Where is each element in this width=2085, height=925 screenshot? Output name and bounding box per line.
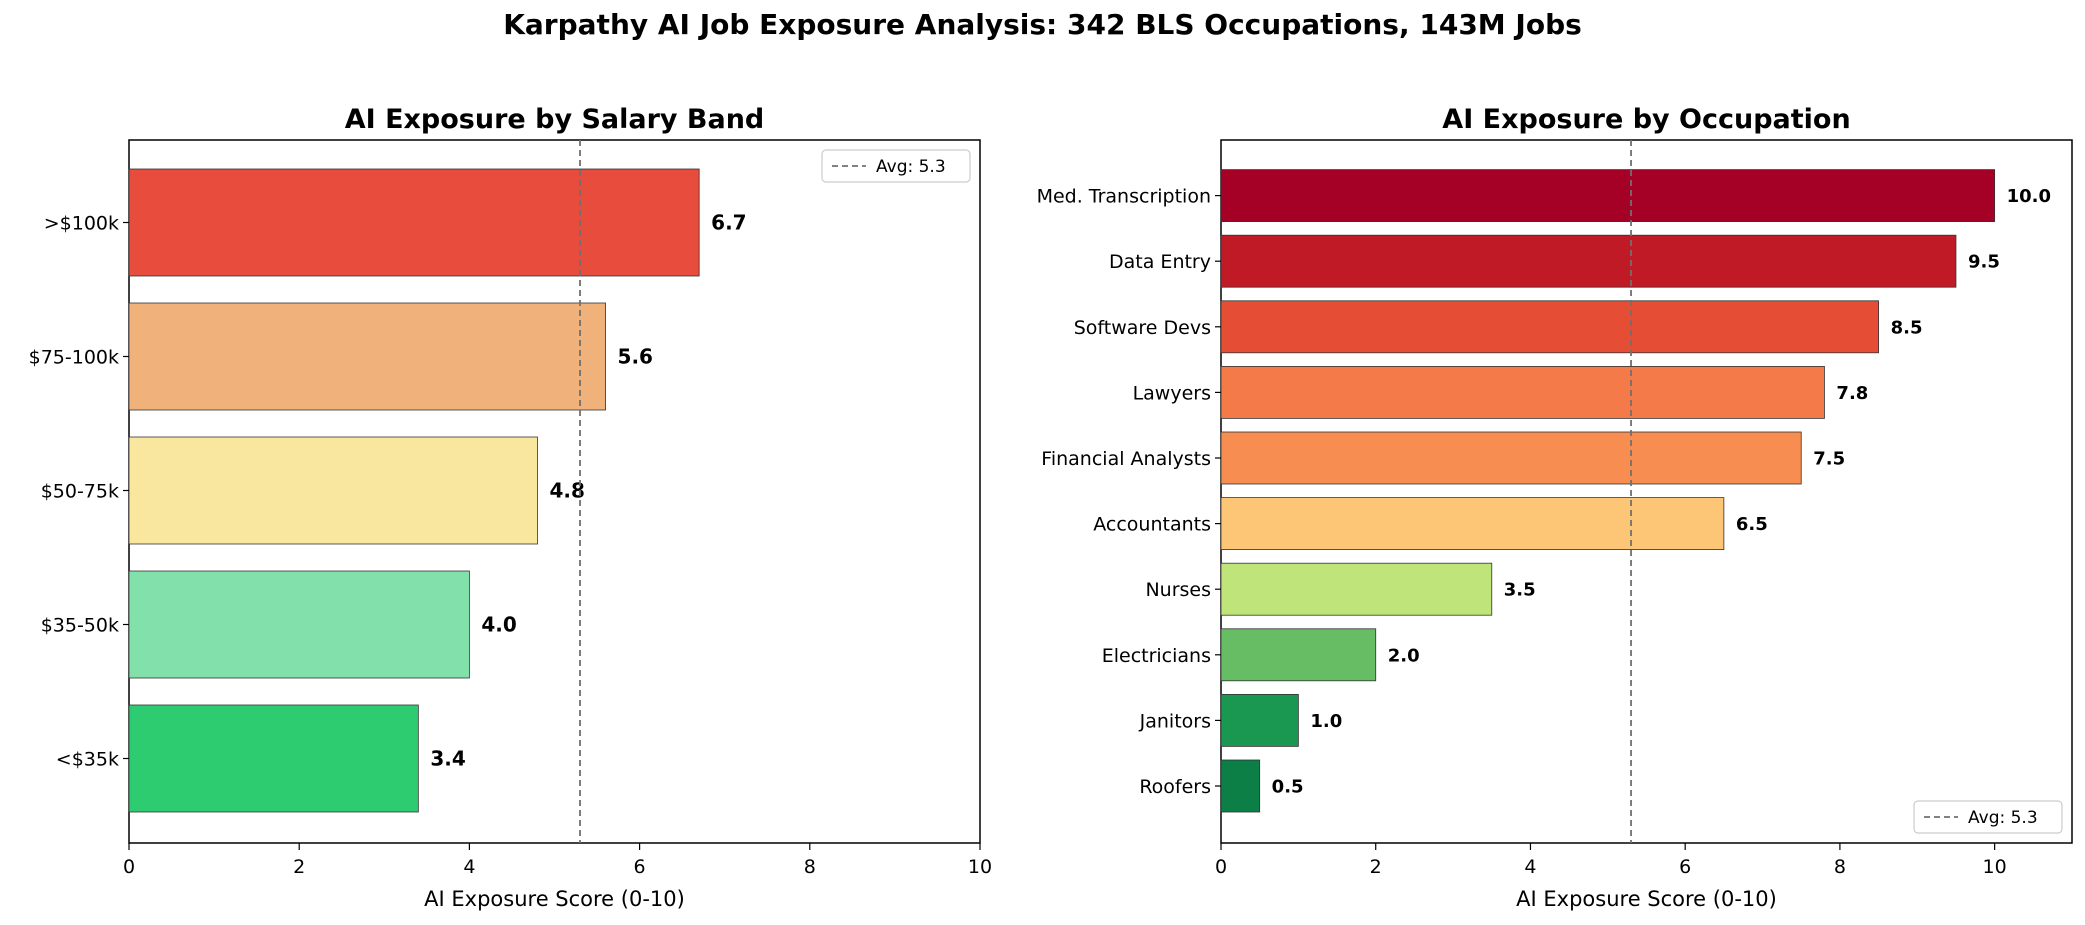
y-tick-label: Accountants	[1093, 514, 1211, 536]
bar-value-label: 9.5	[1968, 252, 2000, 273]
bar-value-label: 6.5	[1736, 514, 1768, 535]
legend-label: Avg: 5.3	[876, 157, 946, 177]
bar-value-label: 3.4	[430, 747, 465, 771]
bar-value-label: 6.7	[711, 211, 746, 235]
legend: Avg: 5.3	[821, 149, 971, 183]
y-tick-label: Electricians	[1102, 645, 1211, 667]
x-axis-label: AI Exposure Score (0-10)	[1516, 887, 1777, 911]
x-axis-label: AI Exposure Score (0-10)	[424, 887, 685, 911]
bar	[1220, 365, 1825, 419]
bar	[1220, 562, 1493, 616]
legend: Avg: 5.3	[1913, 800, 2063, 834]
bar-value-label: 10.0	[2007, 186, 2051, 207]
x-tick-label: 8	[804, 856, 816, 878]
bar-value-label: 1.0	[1310, 711, 1342, 732]
chart-salary: AI Exposure by Salary Band 3.4 <$35k 4.0 $35…	[29, 104, 992, 911]
y-tick-label: Janitors	[1139, 710, 1211, 732]
y-tick-label: <$35k	[56, 749, 119, 771]
bar	[1220, 694, 1299, 747]
y-tick-label: Roofers	[1139, 776, 1211, 798]
x-tick-label: 6	[634, 856, 646, 878]
y-tick-label: >$100k	[44, 213, 119, 235]
y-tick-label: $35-50k	[41, 615, 119, 637]
x-tick-label: 2	[1370, 856, 1382, 878]
bar	[1220, 169, 1996, 223]
legend-label: Avg: 5.3	[1968, 808, 2038, 828]
bar	[1220, 497, 1725, 551]
bar-value-label: 0.5	[1272, 776, 1304, 797]
x-tick-label: 8	[1834, 856, 1846, 878]
y-tick-label: Data Entry	[1109, 251, 1211, 273]
bar-value-label: 4.0	[481, 613, 516, 637]
bar	[128, 302, 606, 411]
bar-value-label: 3.5	[1504, 580, 1536, 601]
legend-box	[1913, 800, 2063, 834]
legend-box	[821, 149, 971, 183]
bar	[1220, 759, 1261, 813]
y-tick-label: Financial Analysts	[1041, 448, 1211, 470]
bar	[1220, 234, 1957, 288]
x-tick-label: 0	[1215, 856, 1227, 878]
bar	[128, 436, 538, 545]
x-tick-label: 2	[293, 856, 305, 878]
chart-title: AI Exposure by Salary Band	[345, 104, 765, 135]
x-tick-label: 4	[463, 856, 475, 878]
x-tick-label: 0	[123, 856, 135, 878]
bar	[1220, 300, 1879, 354]
bar	[1220, 431, 1802, 485]
y-tick-label: $50-75k	[41, 481, 119, 503]
chart-occupation: AI Exposure by Occupation 0.5 Roofers 1.0 Ja…	[1037, 104, 2073, 911]
x-tick-label: 6	[1679, 856, 1691, 878]
bar-value-label: 7.8	[1836, 383, 1868, 404]
bar-value-label: 2.0	[1388, 645, 1420, 666]
bar-value-label: 7.5	[1813, 448, 1845, 469]
chart-title: AI Exposure by Occupation	[1442, 104, 1850, 135]
y-tick-label: $75-100k	[29, 347, 119, 369]
bar	[128, 704, 419, 813]
x-tick-label: 4	[1524, 856, 1536, 878]
bar	[1220, 628, 1377, 682]
x-tick-label: 10	[1983, 856, 2007, 878]
bar-value-label: 8.5	[1891, 317, 1923, 338]
y-tick-label: Nurses	[1145, 579, 1211, 601]
plot-frame	[1220, 139, 2073, 844]
bar	[128, 168, 700, 277]
x-tick-label: 10	[968, 856, 992, 878]
figure-title: Karpathy AI Job Exposure Analysis: 342 B…	[503, 8, 1582, 41]
y-tick-label: Med. Transcription	[1037, 186, 1211, 208]
bar-value-label: 4.8	[549, 479, 584, 503]
bar-value-label: 5.6	[618, 345, 653, 369]
y-tick-label: Lawyers	[1133, 382, 1211, 404]
y-tick-label: Software Devs	[1074, 317, 1211, 339]
bar	[128, 570, 470, 679]
